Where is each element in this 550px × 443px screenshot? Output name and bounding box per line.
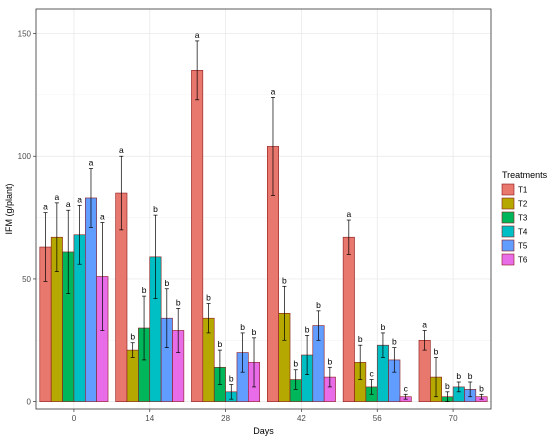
x-tick-label: 28 [221,414,230,423]
significance-label: a [346,209,351,219]
y-tick-label: 0 [27,398,32,407]
significance-label: b [434,346,439,356]
significance-label: c [369,369,374,379]
legend-label: T2 [518,200,528,209]
x-tick-label: 14 [145,414,154,423]
significance-label: b [252,327,257,337]
x-tick-label: 70 [449,414,458,423]
significance-label: b [392,337,397,347]
legend-key [501,225,515,238]
legend-label: T3 [518,214,528,223]
x-axis-title: Days [253,426,274,436]
significance-label: b [142,285,147,295]
y-tick-label: 50 [22,275,31,284]
legend-key [501,197,515,210]
significance-label: a [100,211,105,221]
bar [126,349,139,402]
bar [84,197,97,402]
significance-label: b [130,332,135,342]
significance-label: b [176,297,181,307]
error-bars [43,40,484,402]
legend-key [501,239,515,252]
significance-label: a [119,145,124,155]
y-tick-label: 100 [18,152,32,161]
significance-label: b [282,275,287,285]
legend-key [501,253,515,266]
y-tick-label: 150 [18,30,32,39]
significance-label: a [89,158,94,168]
bar [342,236,355,402]
legend-title: Treatments [502,170,548,180]
significance-label: b [381,322,386,332]
x-tick-label: 56 [373,414,382,423]
significance-label: b [164,278,169,288]
significance-label: a [43,202,48,212]
significance-label: b [305,324,310,334]
significance-label: b [293,359,298,369]
significance-label: a [195,30,200,40]
legend-key [501,183,515,196]
legend: Treatments T1 T2 T3 T4 T5 T6 [501,170,548,266]
significance-label: b [153,204,158,214]
legend-label: T4 [518,228,528,237]
significance-label: a [271,86,276,96]
legend-label: T5 [518,242,528,251]
panel-border [35,8,492,410]
significance-label: b [358,334,363,344]
significance-label: b [240,322,245,332]
y-axis-title: IFM (g/plant) [4,183,14,234]
significance-label: b [479,383,484,393]
legend-label: T6 [518,256,528,265]
axes: 0 50 100 150 0 14 28 42 56 70 [18,30,458,423]
significance-label: b [456,371,461,381]
significance-label: b [218,339,223,349]
significance-label: a [54,192,59,202]
x-tick-label: 42 [297,414,306,423]
significance-label: b [327,356,332,366]
significance-label: a [77,194,82,204]
significance-label: b [316,300,321,310]
gridlines [36,9,491,409]
significance-label: b [468,371,473,381]
significance-label: c [404,383,409,393]
bar [191,70,204,402]
significance-label: b [206,292,211,302]
legend-key [501,211,515,224]
significance-label: a [66,199,71,209]
x-tick-label: 0 [72,414,77,423]
significance-label: b [445,381,450,391]
significance-label: b [229,373,234,383]
legend-label: T1 [518,186,528,195]
significance-label: a [422,319,427,329]
